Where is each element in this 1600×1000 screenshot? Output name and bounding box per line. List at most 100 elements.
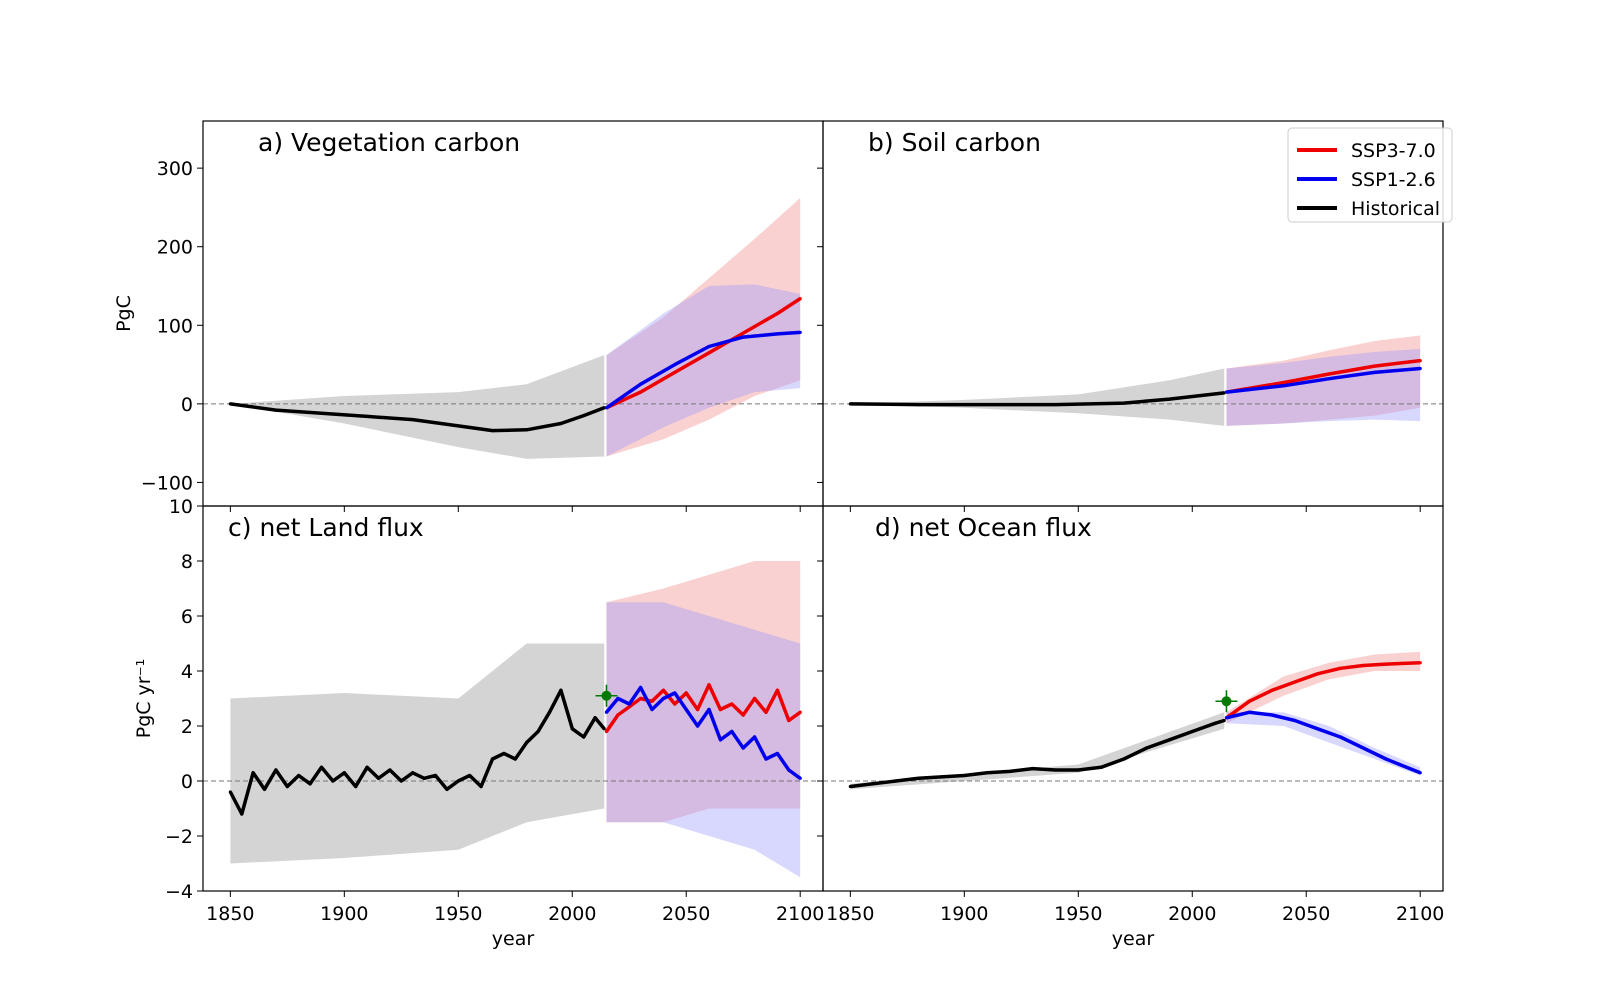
data-point-historical <box>228 790 232 794</box>
data-point-ssp1-2-6 <box>1418 366 1422 371</box>
marker-point <box>601 690 612 701</box>
panel-title: a) Vegetation carbon <box>258 128 520 157</box>
x-tick-label: 1850 <box>206 903 254 925</box>
data-point-ssp1-2-6 <box>798 330 802 334</box>
data-point-historical <box>1167 397 1172 401</box>
data-point-historical <box>1122 757 1126 761</box>
data-point-historical <box>1008 769 1012 773</box>
data-point-historical <box>399 779 403 783</box>
data-point-historical <box>468 773 472 778</box>
data-point-historical <box>525 740 529 745</box>
data-point-ssp3-7-0 <box>730 702 734 706</box>
data-point-historical <box>422 776 426 780</box>
legend-item-ssp1-2-6: SSP1-2.6 <box>1297 169 1436 191</box>
y-axis-label: PgC <box>113 295 135 332</box>
data-point-ssp3-7-0 <box>787 718 791 723</box>
band-ssp1-2-6 <box>606 602 801 878</box>
x-tick-label: 1900 <box>320 903 368 925</box>
data-point-historical <box>388 768 392 772</box>
data-point-historical <box>365 414 369 419</box>
band-historical <box>230 643 605 864</box>
data-point-ssp1-2-6 <box>718 738 723 742</box>
data-point-historical <box>582 414 586 418</box>
series-line-historical <box>850 718 1225 789</box>
data-point-ssp1-2-6 <box>673 362 677 367</box>
panel-b: b) Soil carbon <box>817 120 1444 512</box>
panel-d: 1850 1900 1950 2000 2050 2100 year d) net Ocean… <box>817 505 1444 950</box>
data-point-ssp3-7-0 <box>718 707 723 712</box>
x-tick-label: 1850 <box>826 903 874 925</box>
data-point-historical <box>939 775 944 779</box>
data-point-ssp1-2-6 <box>764 757 768 761</box>
data-point-historical <box>251 771 255 775</box>
data-point-historical <box>319 765 324 769</box>
data-point-ssp1-2-6 <box>639 382 643 386</box>
series-line-historical <box>228 688 606 816</box>
data-point-historical <box>559 421 563 426</box>
data-point-ssp1-2-6 <box>604 710 609 714</box>
data-point-historical <box>456 779 460 783</box>
data-point-historical <box>274 768 278 772</box>
panel-a: −100 0 100 200 300 PgC a) Vegetation carbon <box>113 120 824 512</box>
data-point-historical <box>547 710 552 714</box>
data-point-historical <box>602 727 606 731</box>
data-point-ssp3-7-0 <box>798 296 802 301</box>
data-point-historical <box>894 779 898 783</box>
data-point-historical <box>1222 718 1226 723</box>
data-point-ssp3-7-0 <box>639 390 643 394</box>
data-point-historical <box>602 406 606 410</box>
data-point-ssp3-7-0 <box>741 713 745 717</box>
band-ssp1-2-6 <box>1226 712 1421 776</box>
x-axis-label: year <box>492 928 535 950</box>
legend-label: SSP1-2.6 <box>1351 169 1436 191</box>
data-point-historical <box>456 424 460 428</box>
data-point-historical <box>871 782 875 786</box>
data-point-ssp1-2-6 <box>650 707 654 712</box>
y-tick-label: 4 <box>181 661 193 683</box>
marker-point <box>1221 696 1232 707</box>
data-point-historical <box>570 727 574 731</box>
data-point-ssp1-2-6 <box>787 768 791 772</box>
data-point-ssp1-2-6 <box>741 335 745 339</box>
data-point-ssp1-2-6 <box>741 746 745 750</box>
x-tick-label: 2100 <box>1396 903 1444 925</box>
data-point-ssp1-2-6 <box>1316 727 1320 731</box>
data-point-ssp3-7-0 <box>775 311 780 316</box>
data-point-ssp1-2-6 <box>753 735 757 739</box>
data-point-ssp3-7-0 <box>753 696 757 701</box>
data-point-ssp3-7-0 <box>1293 680 1297 684</box>
series-line-ssp3-7-0 <box>605 683 802 733</box>
x-tick-label: 2050 <box>662 903 710 925</box>
x-tick-label: 2000 <box>1168 903 1216 925</box>
data-point-ssp3-7-0 <box>604 729 609 734</box>
data-point-ssp3-7-0 <box>1338 666 1343 670</box>
legend: SSP3-7.0 SSP1-2.6 Historical <box>1287 127 1453 223</box>
data-point-historical <box>319 411 324 415</box>
data-point-historical <box>490 428 495 433</box>
x-axis-label: year <box>1112 928 1155 950</box>
data-point-ssp1-2-6 <box>684 707 688 712</box>
data-point-ssp1-2-6 <box>1373 370 1377 375</box>
data-point-historical <box>342 771 346 775</box>
data-point-ssp1-2-6 <box>661 696 666 701</box>
x-tick-label: 1950 <box>434 903 482 925</box>
y-tick-label: 0 <box>181 771 193 793</box>
data-point-historical <box>240 812 244 816</box>
x-tick-label: 1900 <box>940 903 988 925</box>
data-point-historical <box>490 757 495 761</box>
data-point-historical <box>513 757 517 761</box>
data-point-ssp1-2-6 <box>1270 713 1274 717</box>
y-tick-label: −100 <box>141 472 193 494</box>
data-point-ssp3-7-0 <box>616 713 620 717</box>
band-ssp3-7-0 <box>606 561 801 823</box>
data-point-ssp3-7-0 <box>1316 672 1320 676</box>
data-point-ssp1-2-6 <box>696 724 700 728</box>
data-point-historical <box>228 402 232 406</box>
panel-frame <box>822 505 1444 892</box>
data-point-historical <box>536 729 540 734</box>
series-line-ssp3-7-0 <box>1225 661 1421 720</box>
panel-title: d) net Ocean flux <box>875 513 1092 542</box>
data-point-ssp3-7-0 <box>639 696 643 701</box>
plot-area-c <box>203 561 823 878</box>
legend-item-historical: Historical <box>1297 198 1440 220</box>
